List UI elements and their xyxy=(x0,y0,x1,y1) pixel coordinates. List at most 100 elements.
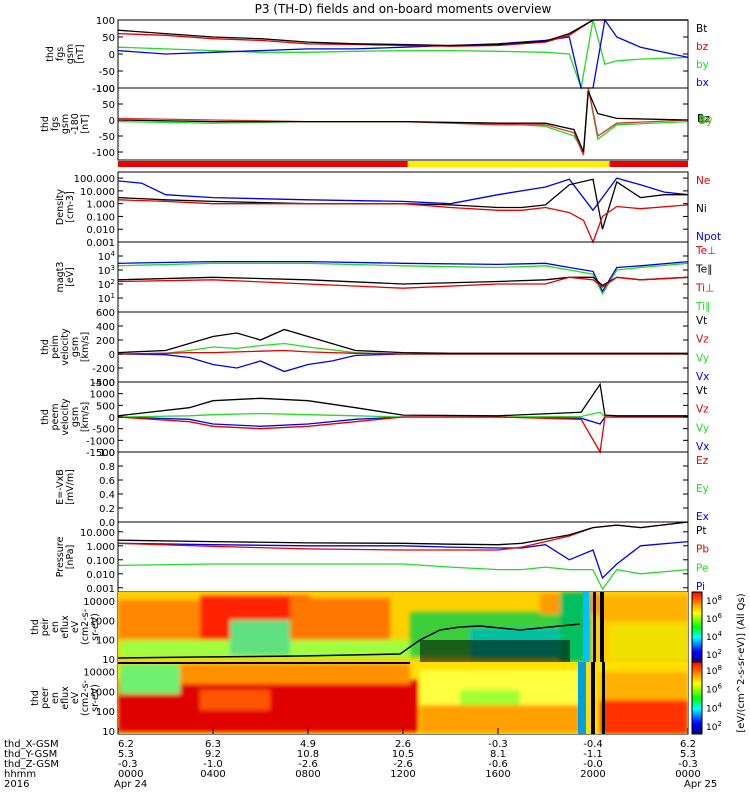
ytick-label: 0.100 xyxy=(86,212,115,223)
ylabel-line: magt3 xyxy=(55,262,66,293)
xrow-value: -2.6 xyxy=(298,759,318,770)
ytick-label: 0.001 xyxy=(86,584,115,595)
ylabel-line: eV xyxy=(70,691,81,704)
ylabel-line: gsm xyxy=(70,337,81,357)
mode-segment-2 xyxy=(609,161,688,167)
legend-Npot: Npot xyxy=(696,231,721,243)
panel-frame xyxy=(117,311,689,383)
panel-frame xyxy=(117,87,689,161)
ylabel-line: [cm-3] xyxy=(65,191,76,222)
legend-bz: bz xyxy=(696,41,709,53)
ytick-label: -200 xyxy=(92,364,115,375)
ytick-label: 10000 xyxy=(83,597,115,608)
ylabel-line: sr-eV) xyxy=(90,613,101,641)
ylabel-line: sr-eV) xyxy=(90,684,101,712)
xrow-value: 1600 xyxy=(485,769,510,780)
panel-frame xyxy=(117,451,689,523)
ylabel-line: peim xyxy=(50,335,61,359)
ylabel-line: (cm2-s- xyxy=(80,680,91,716)
xrow-value: 6.2 xyxy=(680,739,696,750)
peir-colorbar xyxy=(691,591,703,663)
legend-Vz: Vz xyxy=(696,404,709,416)
legend-Ti∥: Ti∥ xyxy=(695,301,710,313)
colorbar-tick: 106 xyxy=(706,683,722,696)
legend-Vx: Vx xyxy=(696,441,709,453)
ylabel-line: [mV/m] xyxy=(65,469,76,505)
ylabel-line: eflux xyxy=(60,615,71,639)
ytick-label: 10.000 xyxy=(80,528,115,539)
ytick-label: 200 xyxy=(96,336,115,347)
xrow-value: -0.3 xyxy=(118,759,138,770)
ytick-label: -50 xyxy=(99,67,115,78)
xrow-value: -0.3 xyxy=(488,739,508,750)
legend-Ey: Ey xyxy=(696,483,709,495)
ytick-label: -100 xyxy=(92,84,115,95)
ylabel-line: thd xyxy=(40,339,51,355)
legend-overlap-Bx: Bx xyxy=(698,114,711,126)
ylabel-line: Density xyxy=(55,189,66,225)
series-density-0 xyxy=(117,177,689,212)
xrow-value: 4.9 xyxy=(300,739,316,750)
xrow-value: -0.0 xyxy=(583,759,603,770)
xrow-value: 1200 xyxy=(390,769,415,780)
ylabel-line: [nPa] xyxy=(65,545,76,570)
xrow-value: 2.6 xyxy=(395,739,411,750)
xrow-value: Apr 25 xyxy=(684,779,717,790)
xrow-value: -0.4 xyxy=(583,739,603,750)
series-peim-velocity-3 xyxy=(117,328,688,354)
mode-bar xyxy=(118,161,688,167)
panel-density: 100.000 10.000 1.0000.100 0.010 0.001 Density… xyxy=(55,171,721,249)
ytick-label: 1000 xyxy=(90,616,115,627)
legend-Vy: Vy xyxy=(696,422,709,434)
ytick-label: 10.000 xyxy=(80,187,115,198)
colorbar-tick: 108 xyxy=(706,664,722,677)
colorbar-label: [eV/(cm^2-s-sr-eV)] (All Qs) xyxy=(736,593,747,732)
xrow-value: 9.2 xyxy=(205,749,221,760)
legend-overlap-Bz: Bz xyxy=(697,113,710,125)
xrow-value: 8.1 xyxy=(490,749,506,760)
ytick-label: 0 xyxy=(109,413,115,424)
ytick-label: 10 xyxy=(102,727,115,738)
xrow-value: 5.3 xyxy=(118,749,134,760)
ylabel-line: [km/s] xyxy=(80,332,91,362)
ytick-label: -500 xyxy=(92,425,115,436)
ytick-label: 0 xyxy=(109,116,115,127)
ylabel-line: (cm2-s- xyxy=(80,609,91,645)
ylabel-line: -180 xyxy=(70,113,81,135)
xrow-value: 0000 xyxy=(675,769,700,780)
ylabel-line: fgs xyxy=(50,117,61,131)
xrow-value: 10.5 xyxy=(392,749,414,760)
panel-pressure: 10.000 1.000 0.100 0.010 0.001 Pressure [nPa] P… xyxy=(55,521,709,595)
xrow-value: 2000 xyxy=(580,769,605,780)
xrow-value: -2.6 xyxy=(393,759,413,770)
xrow-value: 0800 xyxy=(295,769,320,780)
xrow-label: thd_Z-GSM xyxy=(4,759,59,770)
ylabel-line: [nT] xyxy=(75,44,86,63)
ytick-label: 100 xyxy=(96,707,115,718)
colorbar-tick: 108 xyxy=(706,594,722,607)
legend-Pt: Pt xyxy=(696,525,706,537)
xrow-label: thd_X-GSM xyxy=(4,739,59,750)
panel-peim-velocity: 600 400 200 0 -200 -400 thd peim velocity gsm [km/… xyxy=(40,308,709,389)
legend-bx: bx xyxy=(696,77,709,89)
ytick-label: 1500 xyxy=(90,378,115,389)
colorbars xyxy=(691,591,703,735)
ylabel-line: gsm xyxy=(60,114,71,134)
ylabel-line: velocity xyxy=(60,328,71,366)
series-fgs-gse-2 xyxy=(117,90,689,153)
series-density-2 xyxy=(117,199,689,244)
legend-Pi: Pi xyxy=(696,581,705,593)
xrow-value: 6.2 xyxy=(118,739,134,750)
series-temperature-2 xyxy=(117,276,689,287)
panel-fgs-gsm: 100 50 0 -50 -100 thd fgs gsm [nT] Bt bz by bx xyxy=(45,16,709,95)
xrow-value: 0400 xyxy=(200,769,225,780)
ylabel-line: thd xyxy=(40,116,51,132)
legend-Vy: Vy xyxy=(696,352,709,364)
series-density-1 xyxy=(117,178,688,230)
series-peim-velocity-2 xyxy=(117,349,688,355)
figure-title: P3 (TH-D) fields and on-board moments ov… xyxy=(255,2,552,16)
xrow-value: Apr 24 xyxy=(114,779,147,790)
legend-Te⊥: Te⊥ xyxy=(695,245,716,257)
